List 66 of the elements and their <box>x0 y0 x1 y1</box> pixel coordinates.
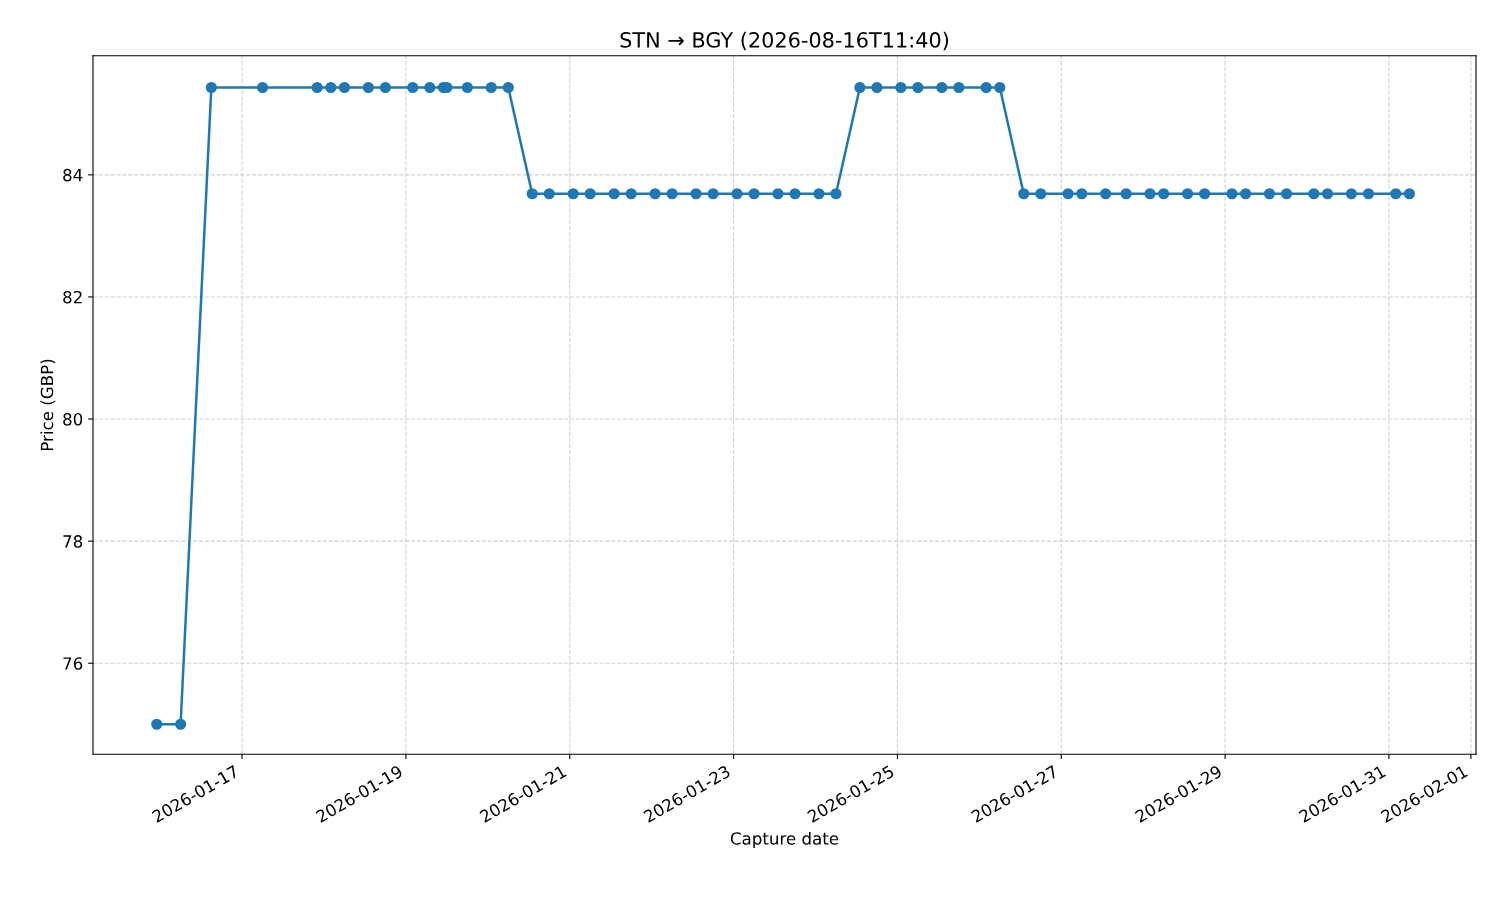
point <box>1076 188 1088 200</box>
point <box>980 81 992 94</box>
y-tick-label: 82 <box>63 290 82 304</box>
point <box>666 188 678 200</box>
point <box>338 81 351 94</box>
point <box>461 81 473 94</box>
point <box>1403 188 1416 200</box>
point <box>1182 188 1194 200</box>
point <box>1062 188 1074 200</box>
point <box>813 188 825 200</box>
y-axis-title: Price (GBP) <box>40 359 56 451</box>
point <box>379 81 391 94</box>
point <box>1308 188 1320 200</box>
point <box>362 81 374 94</box>
point <box>707 188 719 200</box>
point <box>1390 188 1402 200</box>
x-axis-title: Capture date <box>730 831 839 849</box>
point <box>1226 188 1238 200</box>
point <box>407 81 419 94</box>
point <box>151 718 163 730</box>
y-tick-label: 84 <box>63 168 83 182</box>
y-tick-label: 80 <box>63 413 83 426</box>
point <box>1035 188 1047 200</box>
point <box>1100 188 1112 200</box>
point <box>1144 188 1156 200</box>
point <box>502 81 514 94</box>
point <box>325 81 337 94</box>
point <box>871 81 883 94</box>
point <box>1240 188 1252 200</box>
point <box>748 188 760 200</box>
point <box>854 81 866 94</box>
point <box>953 81 965 94</box>
point <box>543 188 555 200</box>
point <box>584 188 596 200</box>
point <box>175 718 187 730</box>
chart-title: STN → BGY (2026-08-16T11:40) <box>620 31 949 51</box>
point <box>608 188 620 200</box>
point <box>1018 188 1030 200</box>
point <box>311 81 323 94</box>
y-tick-label: 76 <box>63 657 83 670</box>
point <box>1120 188 1132 200</box>
point <box>1158 188 1170 200</box>
point <box>526 188 538 200</box>
point <box>994 81 1006 94</box>
point <box>1362 188 1375 200</box>
point <box>936 81 948 94</box>
point <box>912 81 924 94</box>
point <box>731 188 743 200</box>
y-tick-label: 78 <box>63 535 83 548</box>
point <box>789 188 801 200</box>
point <box>485 81 497 94</box>
point <box>1280 188 1293 200</box>
point <box>1199 188 1211 200</box>
point <box>830 188 842 200</box>
point <box>205 81 217 94</box>
point <box>649 188 661 200</box>
point <box>1345 188 1357 200</box>
point <box>567 188 579 200</box>
point <box>1321 188 1334 200</box>
point <box>625 188 637 200</box>
point <box>1263 188 1276 200</box>
point <box>424 81 436 94</box>
point <box>895 81 907 94</box>
point <box>690 188 702 200</box>
point <box>772 188 784 200</box>
point <box>256 81 269 94</box>
